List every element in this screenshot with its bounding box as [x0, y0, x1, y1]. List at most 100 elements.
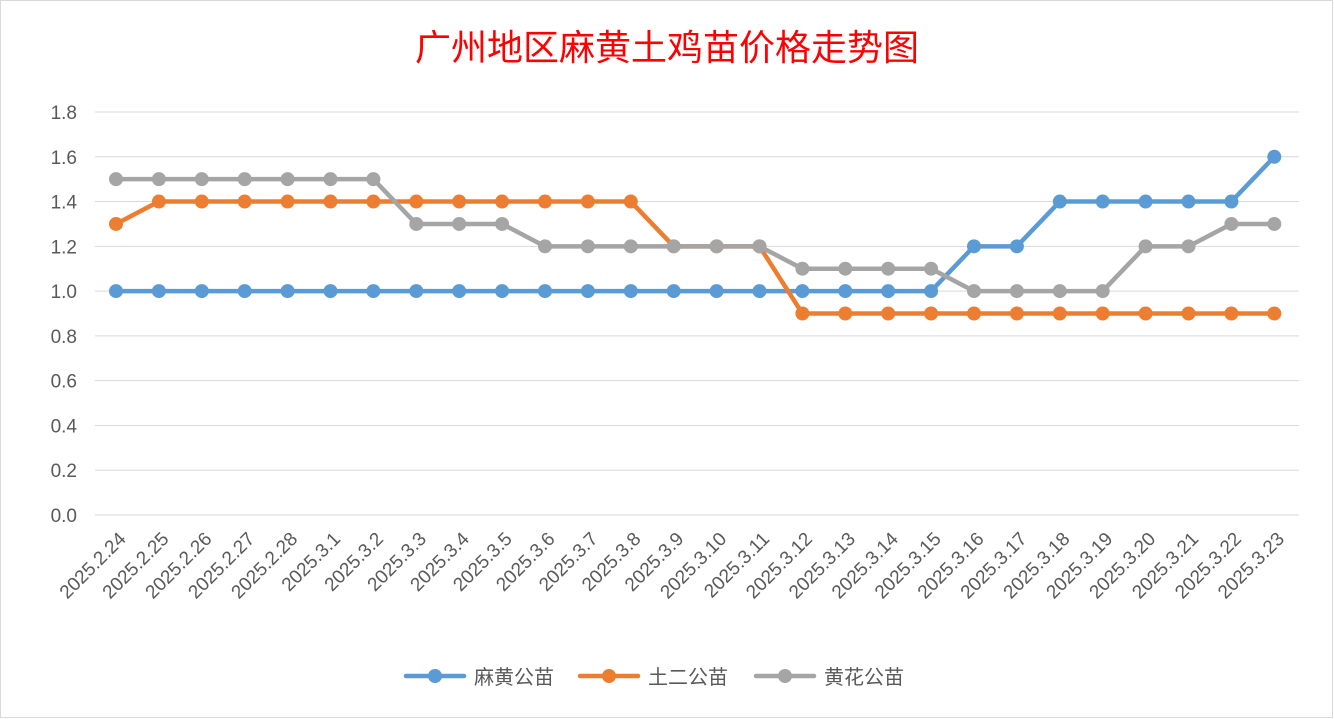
data-point [1267, 306, 1282, 321]
data-point [1009, 306, 1024, 321]
data-point [881, 284, 896, 299]
data-point [280, 284, 295, 299]
data-point [151, 284, 166, 299]
data-point [795, 261, 810, 276]
data-point [1095, 306, 1110, 321]
data-point [1052, 194, 1067, 209]
data-point [1224, 194, 1239, 209]
data-point [924, 306, 939, 321]
data-point [194, 194, 209, 209]
data-point [580, 284, 595, 299]
data-point [580, 194, 595, 209]
series-lines [109, 149, 1282, 321]
data-point [366, 172, 381, 187]
data-point [1224, 306, 1239, 321]
data-point [1138, 239, 1153, 254]
data-point [280, 194, 295, 209]
data-point [495, 284, 510, 299]
legend-item: 黄花公苗 [753, 665, 904, 689]
data-point [1181, 239, 1196, 254]
data-point [151, 172, 166, 187]
series-3 [109, 172, 1282, 299]
data-point [495, 194, 510, 209]
data-point [452, 284, 467, 299]
data-point [1267, 216, 1282, 231]
y-tick-label: 1.0 [51, 282, 77, 303]
y-tick-label: 0.8 [51, 327, 77, 348]
data-point [1181, 306, 1196, 321]
y-axis-ticks: 0.0 0.2 0.4 0.6 0.8 1.0 1.2 1.4 1.6 1.8 [51, 103, 78, 527]
data-point [109, 284, 123, 299]
data-point [580, 239, 595, 254]
data-point [838, 261, 853, 276]
data-point [666, 239, 681, 254]
data-point [495, 216, 510, 231]
data-point [323, 284, 338, 299]
data-point [409, 284, 424, 299]
x-axis-ticks: 2025.2.242025.2.252025.2.262025.2.272025… [56, 528, 1289, 603]
data-point [666, 284, 681, 299]
data-point [1052, 284, 1067, 299]
y-tick-label: 1.8 [51, 103, 77, 124]
data-point [924, 284, 939, 299]
data-point [452, 194, 467, 209]
data-point [280, 172, 295, 187]
data-point [623, 194, 638, 209]
data-point [1052, 306, 1067, 321]
data-point [795, 284, 810, 299]
data-point [237, 172, 252, 187]
data-point [623, 239, 638, 254]
series-line [113, 154, 1277, 294]
data-point [109, 172, 123, 187]
legend-swatch-marker [778, 669, 792, 683]
data-point [881, 261, 896, 276]
data-point [623, 284, 638, 299]
data-point [109, 216, 123, 231]
legend-label: 土二公苗 [648, 665, 728, 689]
data-point [1138, 306, 1153, 321]
data-point [795, 306, 810, 321]
legend-item: 土二公苗 [577, 665, 728, 689]
data-point [409, 216, 424, 231]
data-point [1267, 149, 1282, 164]
data-point [1009, 239, 1024, 254]
data-point [538, 284, 552, 299]
data-point [967, 239, 981, 254]
legend-item: 麻黄公苗 [403, 665, 554, 689]
data-point [1181, 194, 1196, 209]
data-point [409, 194, 424, 209]
data-point [709, 239, 724, 254]
chart-title: 广州地区麻黄土鸡苗价格走势图 [415, 28, 919, 69]
data-point [967, 306, 981, 321]
data-point [1224, 216, 1239, 231]
data-point [194, 284, 209, 299]
legend: 麻黄公苗 土二公苗 黄花公苗 [403, 665, 904, 689]
legend-label: 麻黄公苗 [474, 665, 554, 689]
y-tick-label: 0.0 [51, 506, 77, 527]
series-1 [109, 149, 1282, 299]
data-point [452, 216, 467, 231]
data-point [538, 239, 552, 254]
data-point [924, 261, 939, 276]
y-tick-label: 0.4 [51, 416, 78, 437]
data-point [967, 284, 981, 299]
y-tick-label: 1.4 [51, 193, 78, 214]
data-point [323, 172, 338, 187]
data-point [538, 194, 552, 209]
series-2 [109, 194, 1282, 321]
data-point [752, 239, 767, 254]
data-point [1095, 284, 1110, 299]
data-point [1009, 284, 1024, 299]
data-point [1138, 194, 1153, 209]
data-point [194, 172, 209, 187]
y-tick-label: 1.2 [51, 237, 77, 258]
data-point [838, 284, 853, 299]
data-point [366, 284, 381, 299]
data-point [838, 306, 853, 321]
y-tick-label: 1.6 [51, 148, 77, 169]
data-point [366, 194, 381, 209]
legend-label: 黄花公苗 [824, 665, 904, 689]
data-point [709, 284, 724, 299]
